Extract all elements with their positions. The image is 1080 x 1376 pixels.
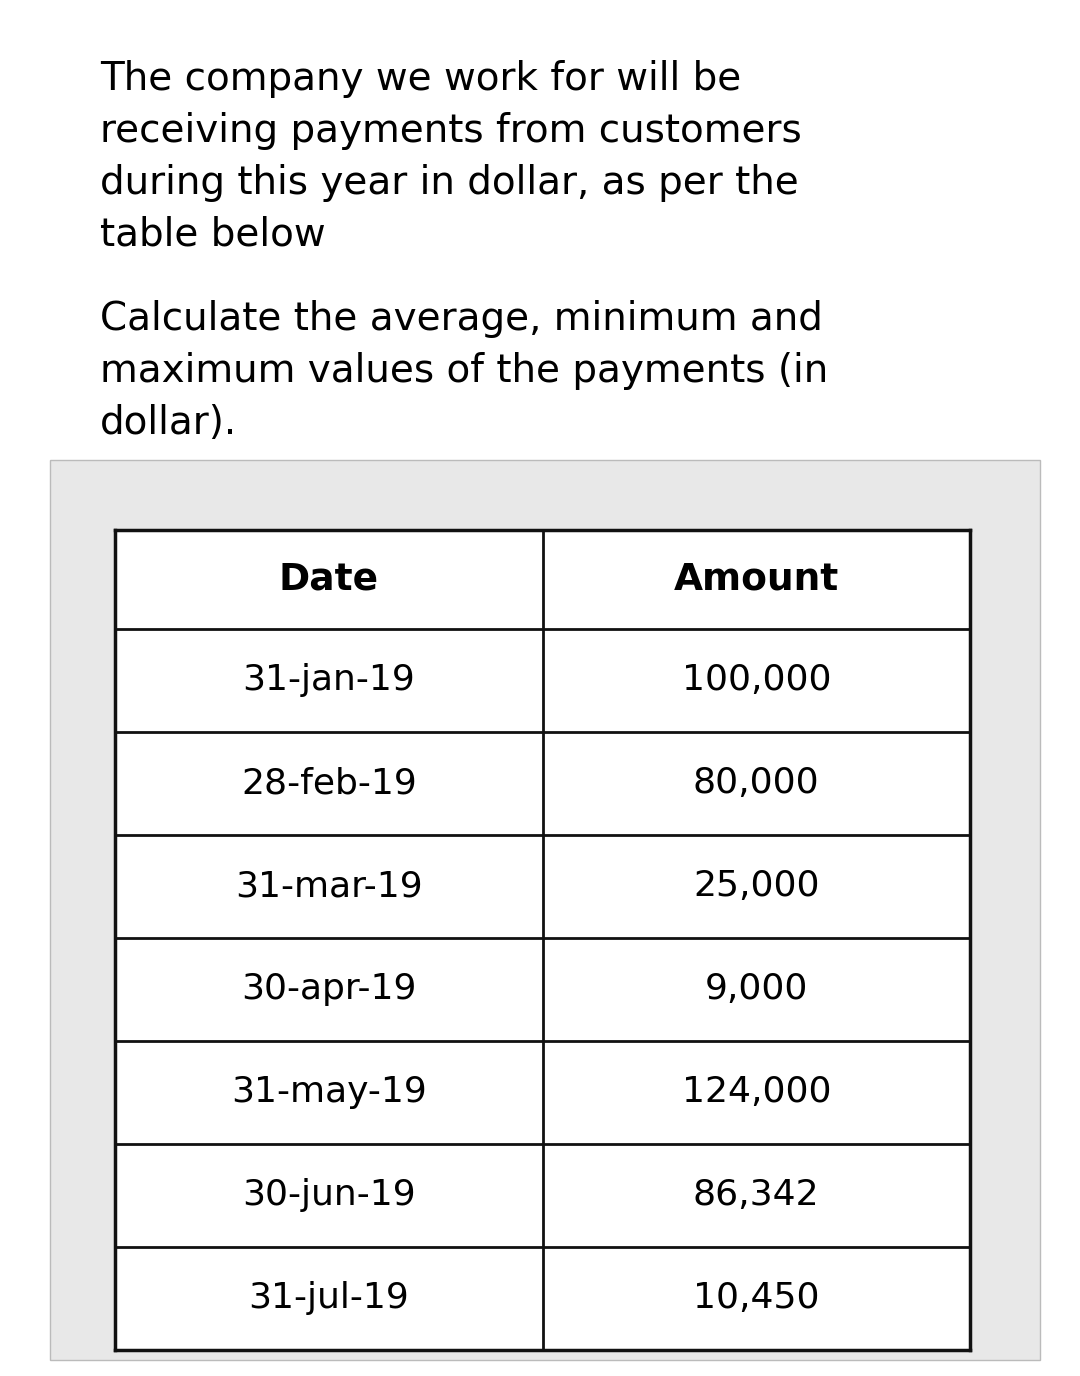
Text: 28-feb-19: 28-feb-19 xyxy=(241,766,417,801)
Text: Calculate the average, minimum and: Calculate the average, minimum and xyxy=(100,300,823,338)
Text: 25,000: 25,000 xyxy=(693,870,820,904)
Text: maximum values of the payments (in: maximum values of the payments (in xyxy=(100,352,828,389)
Text: 31-mar-19: 31-mar-19 xyxy=(235,870,422,904)
Text: 10,450: 10,450 xyxy=(693,1281,820,1315)
Text: The company we work for will be: The company we work for will be xyxy=(100,61,741,98)
Bar xyxy=(50,460,1040,1359)
Text: 31-may-19: 31-may-19 xyxy=(231,1076,427,1109)
Bar xyxy=(114,530,970,1350)
Text: 100,000: 100,000 xyxy=(681,663,831,698)
Text: Date: Date xyxy=(279,561,379,597)
Text: receiving payments from customers: receiving payments from customers xyxy=(100,111,801,150)
Text: 30-jun-19: 30-jun-19 xyxy=(242,1178,416,1212)
Text: 31-jul-19: 31-jul-19 xyxy=(248,1281,409,1315)
Text: 80,000: 80,000 xyxy=(693,766,820,801)
Text: 86,342: 86,342 xyxy=(693,1178,820,1212)
Text: 124,000: 124,000 xyxy=(681,1076,831,1109)
Text: 31-jan-19: 31-jan-19 xyxy=(242,663,415,698)
Text: 9,000: 9,000 xyxy=(704,973,808,1006)
Text: table below: table below xyxy=(100,216,326,255)
Text: during this year in dollar, as per the: during this year in dollar, as per the xyxy=(100,164,799,202)
Text: dollar).: dollar). xyxy=(100,405,238,442)
Text: 30-apr-19: 30-apr-19 xyxy=(241,973,417,1006)
Text: Amount: Amount xyxy=(674,561,839,597)
